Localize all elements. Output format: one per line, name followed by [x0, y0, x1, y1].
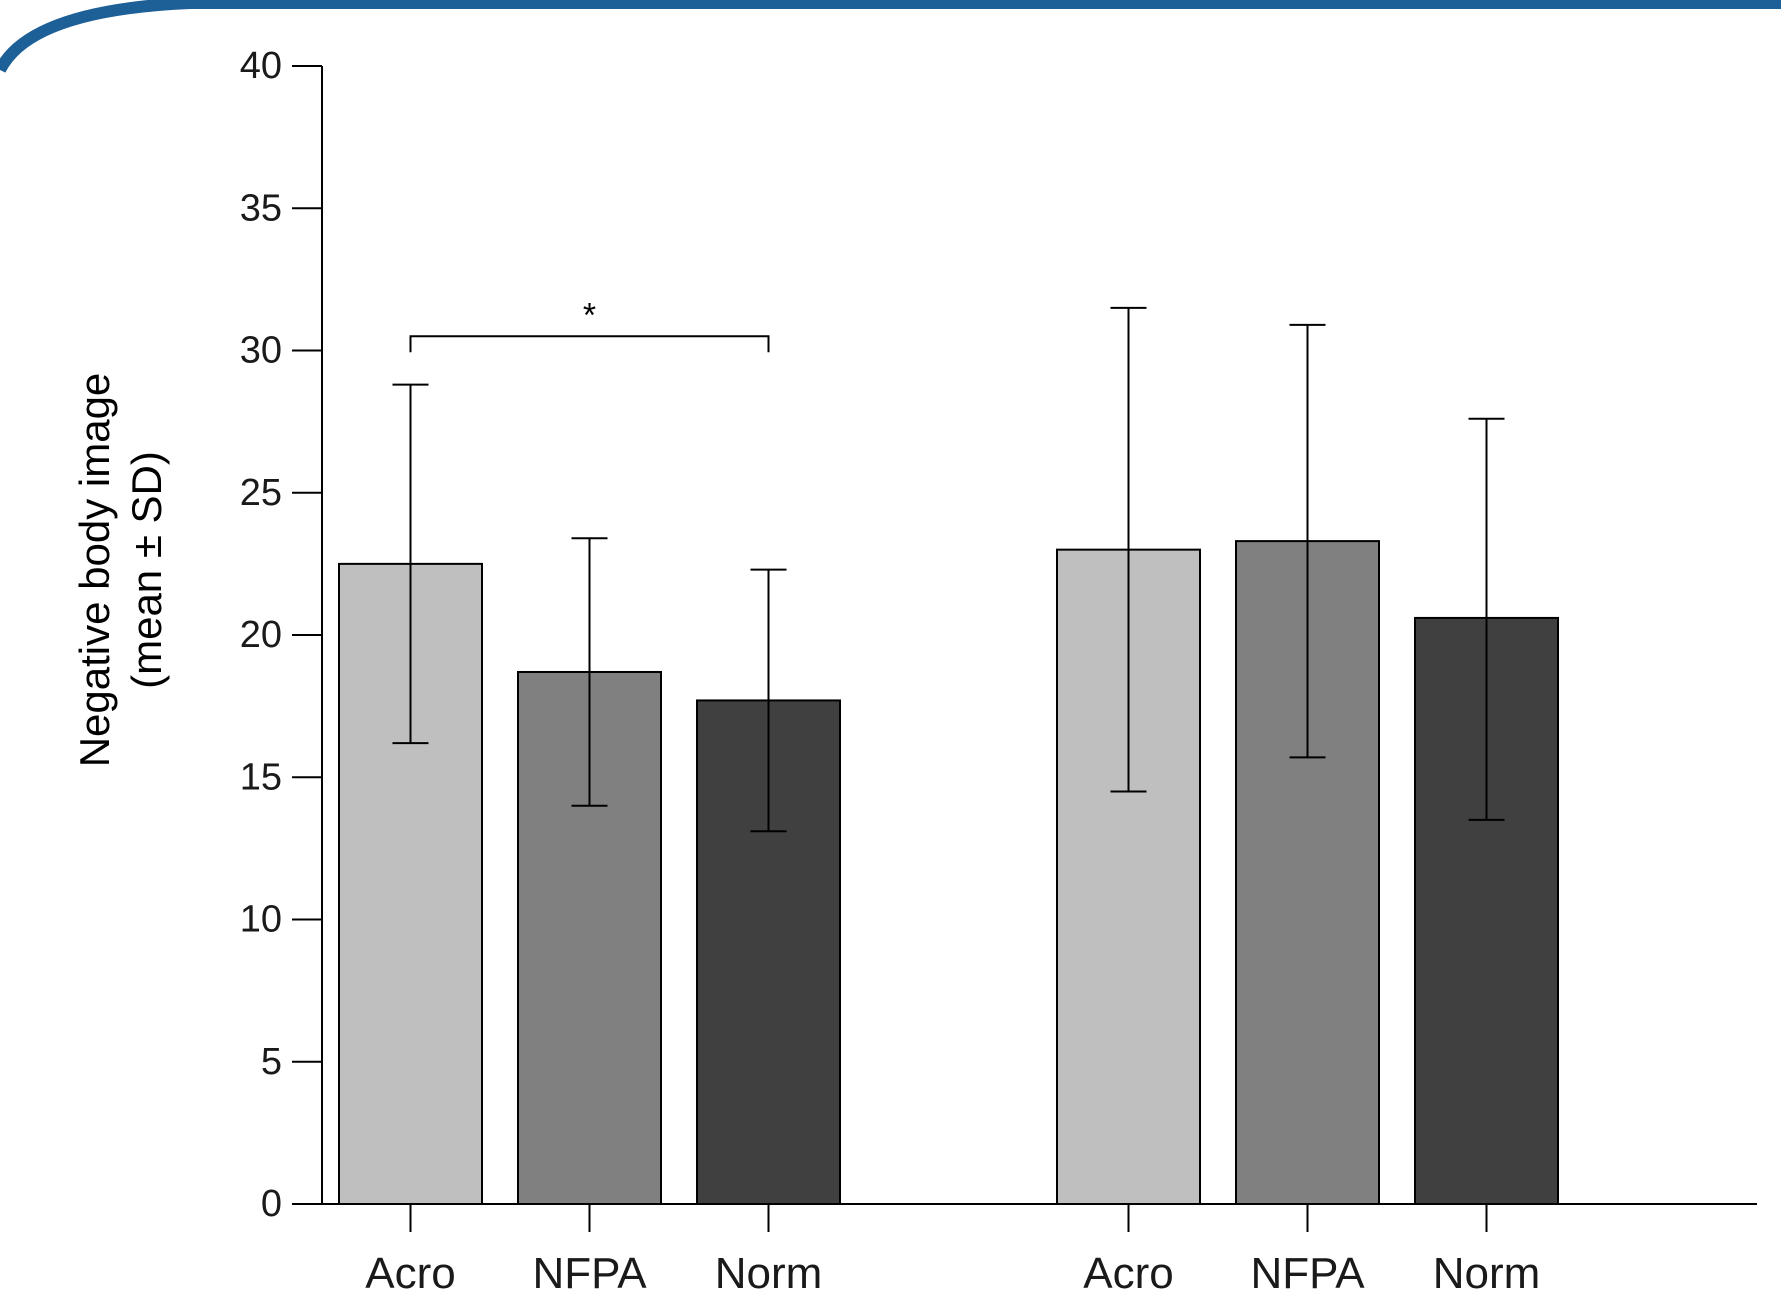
- y-tick-label: 0: [261, 1183, 282, 1225]
- y-tick-label: 25: [240, 472, 282, 514]
- y-tick-label: 30: [240, 330, 282, 372]
- y-axis-title: Negative body image (mean ± SD): [71, 373, 170, 768]
- x-category-label: Norm: [1433, 1249, 1541, 1298]
- significance-bracket: [409, 335, 770, 353]
- y-tick-label: 20: [240, 614, 282, 656]
- y-tick-label: 5: [261, 1041, 282, 1083]
- x-category-label: NFPA: [532, 1249, 647, 1298]
- y-tick-label: 10: [240, 899, 282, 941]
- x-category-label: Norm: [715, 1249, 823, 1298]
- y-axis-title-line1: Negative body image: [71, 373, 118, 768]
- annotations-layer: *: [409, 296, 770, 353]
- y-tick-label: 40: [240, 45, 282, 87]
- error-bars-layer: [392, 306, 1505, 833]
- x-category-label: Acro: [1083, 1249, 1173, 1298]
- significance-star: *: [583, 296, 596, 334]
- y-axis-ticks: 0 5 10 15 20 25 30 35 40: [240, 45, 322, 1225]
- x-category-label: NFPA: [1250, 1249, 1365, 1298]
- x-category-label: Acro: [365, 1249, 455, 1298]
- frame-arc-decoration: [0, 0, 1781, 73]
- y-tick-label: 35: [240, 187, 282, 229]
- bars-layer: [338, 540, 1559, 1205]
- y-tick-label: 15: [240, 756, 282, 798]
- x-axis-categories: Acro NFPA Norm Acro NFPA Norm: [365, 1204, 1540, 1298]
- y-axis-title-line2: (mean ± SD): [123, 451, 170, 689]
